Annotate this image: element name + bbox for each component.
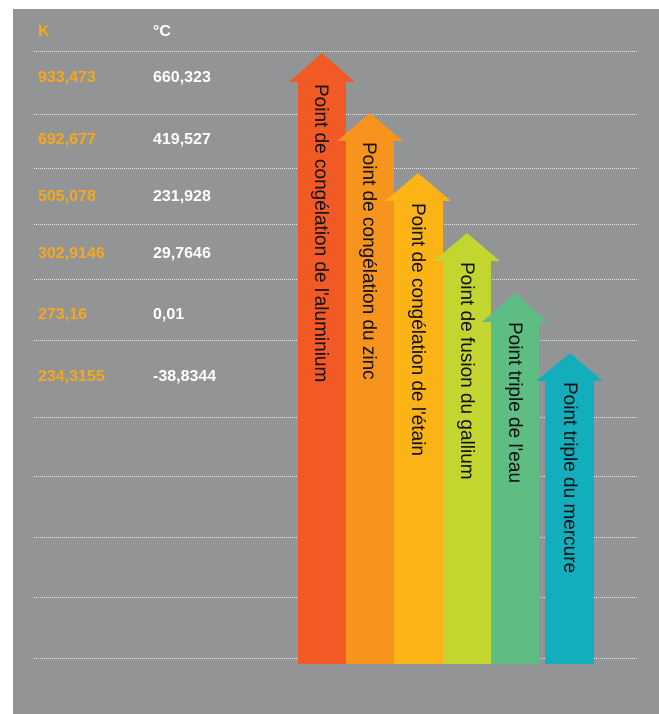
arrow-water: Point triple de l'eau xyxy=(482,293,548,664)
arrow-shape xyxy=(482,293,548,664)
celsius-value: 419,527 xyxy=(153,131,211,148)
arrow-label: Point de congélation de l'étain xyxy=(407,203,428,456)
celsius-value: -38,8344 xyxy=(153,368,217,385)
arrow-gallium: Point de fusion du gallium xyxy=(434,233,500,664)
arrow-shape xyxy=(385,173,451,664)
celsius-header: °C xyxy=(153,23,171,40)
celsius-value: 660,323 xyxy=(153,69,211,86)
kelvin-header: K xyxy=(38,23,50,40)
kelvin-value: 234,3155 xyxy=(38,368,105,385)
arrow-label: Point de fusion du gallium xyxy=(456,262,477,480)
arrow-shape xyxy=(337,113,403,664)
separator-line xyxy=(34,51,637,52)
arrow-shape xyxy=(536,353,603,664)
arrow-shape xyxy=(434,233,500,664)
arrow-label: Point triple de l'eau xyxy=(504,322,525,483)
arrow-mercury: Point triple du mercure xyxy=(536,353,603,664)
arrow-zinc: Point de congélation du zinc xyxy=(337,113,403,664)
arrow-aluminium: Point de congélation de l'aluminium xyxy=(289,53,355,664)
arrow-tin: Point de congélation de l'étain xyxy=(385,173,451,664)
kelvin-value: 302,9146 xyxy=(38,245,105,262)
celsius-value: 231,928 xyxy=(153,188,211,205)
celsius-value: 29,7646 xyxy=(153,245,211,262)
celsius-value: 0,01 xyxy=(153,306,185,323)
arrow-shape xyxy=(289,53,355,664)
kelvin-value: 505,078 xyxy=(38,188,96,205)
arrow-label: Point triple du mercure xyxy=(559,382,580,573)
kelvin-value: 273,16 xyxy=(38,306,87,323)
kelvin-value: 933,473 xyxy=(38,69,96,86)
kelvin-value: 692,677 xyxy=(38,131,96,148)
arrow-label: Point de congélation du zinc xyxy=(358,142,379,380)
arrow-label: Point de congélation de l'aluminium xyxy=(310,84,331,382)
